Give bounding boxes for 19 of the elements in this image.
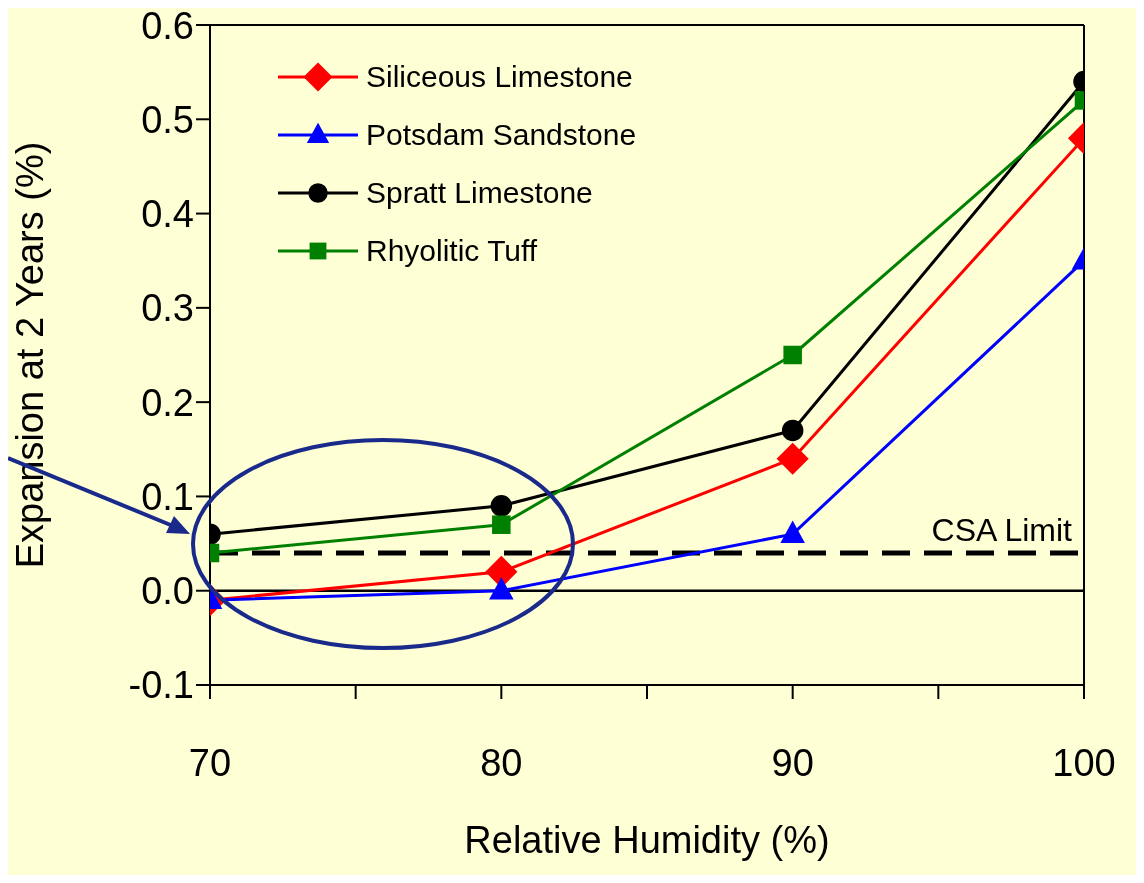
x-tick-label: 90 [771, 741, 814, 784]
y-tick-label: 0.1 [141, 475, 194, 518]
ref-line-label: CSA Limit [931, 512, 1073, 548]
x-tick-label: 100 [1052, 741, 1116, 784]
y-tick-label: 0.4 [141, 193, 194, 236]
y-tick-label: 0.2 [141, 381, 194, 424]
y-tick-label: 0.5 [141, 98, 194, 141]
y-axis-title: Expansion at 2 Years (%) [9, 141, 52, 569]
y-tick-label: 0.0 [141, 570, 194, 613]
legend-label: Potsdam Sandstone [366, 118, 637, 152]
y-tick-label: -0.1 [128, 664, 194, 707]
y-tick-label: 0.6 [141, 4, 194, 47]
x-tick-label: 70 [188, 741, 232, 784]
y-tick-label: 0.3 [141, 287, 194, 330]
legend-label: Siliceous Limestone [366, 60, 633, 94]
x-tick-label: 80 [480, 741, 523, 784]
legend-label: Rhyolitic Tuff [366, 234, 538, 268]
legend-label: Spratt Limestone [366, 176, 593, 210]
x-axis-title: Relative Humidity (%) [464, 819, 830, 861]
